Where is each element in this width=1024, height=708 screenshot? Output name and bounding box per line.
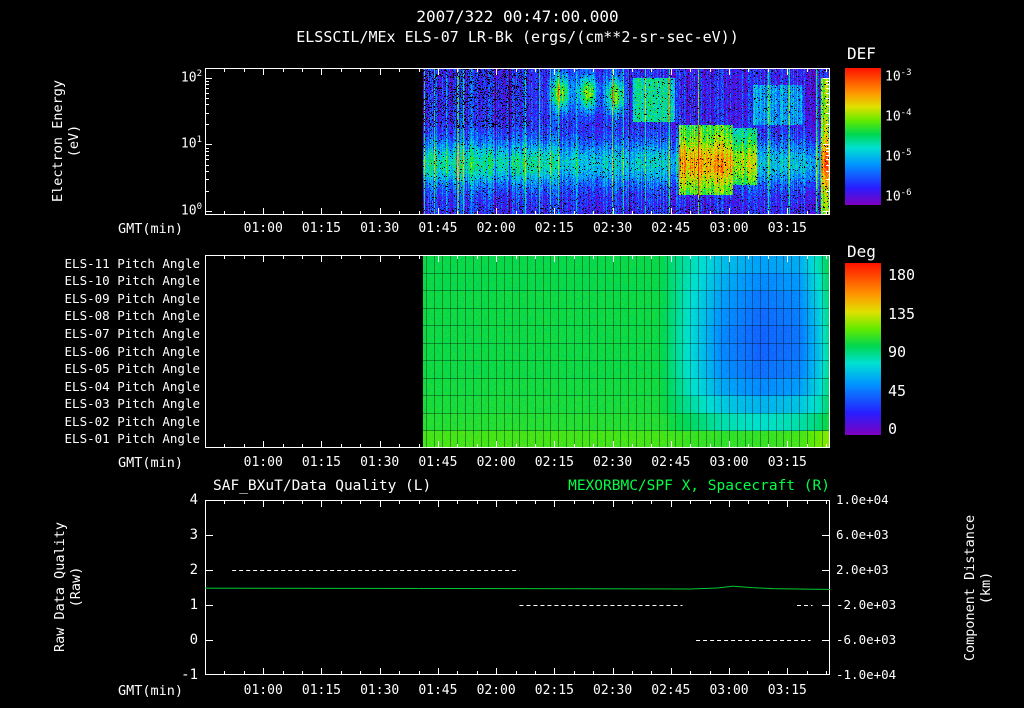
x-tick-label: 02:00 (476, 683, 516, 698)
x-tick-label: 02:00 (476, 455, 516, 470)
x-tick-label: 01:30 (360, 221, 400, 236)
x-tick-label: 02:30 (593, 455, 633, 470)
pitch-row-label: ELS-03 Pitch Angle (64, 396, 200, 412)
pitch-row-label: ELS-02 Pitch Angle (64, 413, 200, 429)
timeseries-canvas (205, 500, 830, 675)
ts-left-tick-label: 0 (189, 632, 198, 648)
pitch-row-label: ELS-10 Pitch Angle (64, 273, 200, 289)
def-colorbar-label: DEF (847, 44, 876, 63)
x-tick-label: 02:15 (534, 455, 574, 470)
pitch-angle-canvas (205, 255, 830, 448)
energy-tick-label: 100 (180, 202, 202, 219)
def-colorbar-tick-label: 10-5 (885, 148, 912, 165)
timeseries-right-y-axis-label-line2: (km) (978, 571, 994, 605)
ts-left-tick-label: 2 (189, 562, 198, 578)
pitch-row-label: ELS-07 Pitch Angle (64, 325, 200, 341)
ts-right-tick-label: 1.0e+04 (836, 492, 889, 507)
timeseries-left-y-axis-label: Raw Data Quality (Raw) (52, 522, 84, 652)
x-tick-label: 02:00 (476, 221, 516, 236)
pitch-row-label: ELS-06 Pitch Angle (64, 343, 200, 359)
pitch-row-label: ELS-05 Pitch Angle (64, 361, 200, 377)
page-subtitle: ELSSCIL/MEx ELS-07 LR-Bk (ergs/(cm**2-sr… (296, 28, 739, 46)
x-tick-label: 02:15 (534, 683, 574, 698)
timeseries-right-y-axis-label-line1: Component Distance (962, 514, 978, 662)
x-tick-label: 03:00 (709, 221, 749, 236)
timeseries-right-y-axis-label: Component Distance (km) (962, 515, 994, 661)
ts-right-tick-label: 6.0e+03 (836, 527, 889, 542)
ts-right-tick-label: -6.0e+03 (836, 632, 897, 647)
x-tick-label: 03:15 (767, 455, 807, 470)
def-colorbar (845, 68, 881, 205)
spectrogram-y-axis-label-line1: Electron Energy (50, 80, 66, 202)
x-tick-label: 02:30 (593, 221, 633, 236)
timeseries-left-y-axis-label-line1: Raw Data Quality (52, 521, 68, 653)
gmt-axis-label-pitch: GMT(min) (117, 455, 183, 471)
pitch-row-label: ELS-11 Pitch Angle (64, 255, 200, 271)
ts-left-tick-label: 3 (189, 527, 198, 543)
x-tick-label: 01:00 (243, 455, 283, 470)
deg-colorbar-tick-label: 45 (888, 381, 907, 400)
pitch-row-label: ELS-08 Pitch Angle (64, 308, 200, 324)
deg-colorbar-tick-label: 0 (888, 420, 898, 438)
page-title: 2007/322 00:47:00.000 (416, 7, 619, 26)
x-tick-label: 01:00 (243, 221, 283, 236)
x-tick-label: 03:15 (767, 683, 807, 698)
x-tick-label: 01:30 (360, 455, 400, 470)
pitch-row-label: ELS-09 Pitch Angle (64, 290, 200, 306)
ts-right-tick-label: -2.0e+03 (836, 597, 897, 612)
deg-colorbar-tick-label: 180 (888, 266, 916, 284)
energy-tick-label: 101 (180, 135, 202, 152)
timeseries-right-title: MEXORBMC/SPF X, Spacecraft (R) (568, 478, 830, 494)
timeseries-left-title: SAF_BXuT/Data Quality (L) (213, 478, 432, 494)
x-tick-label: 02:45 (651, 683, 691, 698)
x-tick-label: 01:45 (418, 683, 458, 698)
deg-colorbar-tick-label: 135 (888, 304, 916, 323)
x-tick-label: 01:15 (301, 221, 342, 236)
x-tick-label: 02:45 (651, 455, 691, 470)
deg-colorbar (845, 263, 881, 435)
deg-colorbar-label: Deg (847, 242, 876, 261)
x-tick-label: 03:15 (767, 221, 807, 236)
x-tick-label: 02:30 (593, 683, 633, 698)
ts-right-tick-label: 2.0e+03 (836, 562, 889, 577)
ts-right-tick-label: -1.0e+04 (836, 667, 897, 682)
x-tick-label: 01:45 (418, 221, 458, 236)
ts-left-tick-label: -1 (181, 667, 198, 683)
x-tick-label: 02:15 (534, 221, 574, 236)
gmt-axis-label-spectrogram: GMT(min) (117, 221, 183, 237)
gmt-axis-label-timeseries: GMT(min) (117, 683, 183, 699)
x-tick-label: 02:45 (651, 221, 691, 236)
ts-left-tick-label: 1 (189, 597, 198, 613)
def-colorbar-tick-label: 10-6 (885, 188, 912, 205)
x-tick-label: 01:30 (360, 683, 400, 698)
x-tick-label: 01:15 (301, 683, 342, 698)
x-tick-label: 01:15 (301, 455, 342, 470)
pitch-row-label: ELS-01 Pitch Angle (64, 431, 200, 447)
def-colorbar-tick-label: 10-3 (885, 68, 912, 85)
ts-left-tick-label: 4 (189, 492, 198, 508)
x-tick-label: 01:00 (243, 683, 283, 698)
deg-colorbar-tick-label: 90 (888, 343, 907, 361)
pitch-row-label: ELS-04 Pitch Angle (64, 378, 200, 394)
def-colorbar-tick-label: 10-4 (885, 108, 912, 125)
spectrogram-y-axis-label-line2: (eV) (66, 124, 82, 158)
spectrogram-y-axis-label: Electron Energy (eV) (50, 80, 82, 202)
x-tick-label: 01:45 (418, 455, 458, 470)
energy-tick-label: 102 (180, 68, 202, 86)
timeseries-left-y-axis-label-line2: (Raw) (68, 566, 84, 608)
electron-spectrogram-canvas (205, 68, 830, 215)
x-tick-label: 03:00 (709, 455, 749, 470)
x-tick-label: 03:00 (709, 683, 749, 698)
